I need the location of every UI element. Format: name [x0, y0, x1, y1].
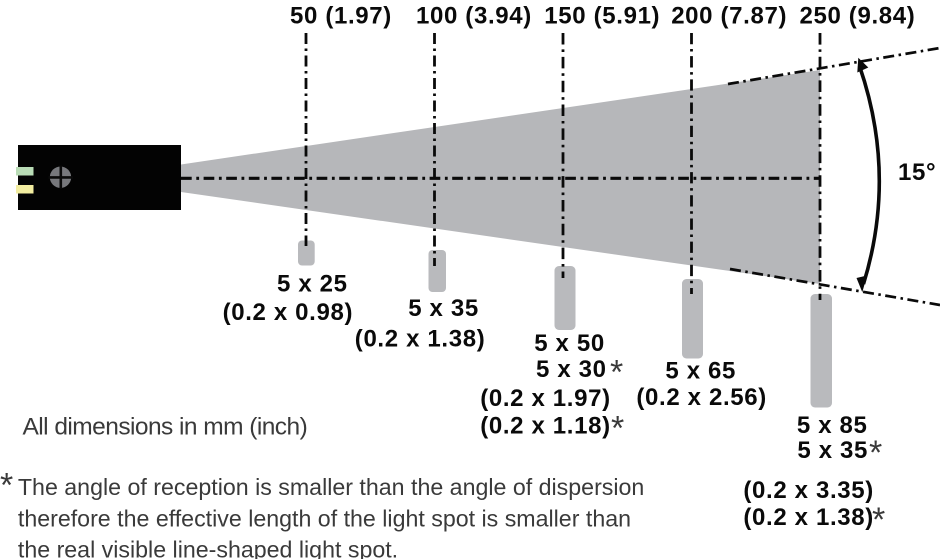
svg-text:5 x 25: 5 x 25 [277, 271, 348, 298]
svg-text:The angle of reception is smal: The angle of reception is smaller than t… [18, 474, 644, 500]
svg-text:(0.2 x 2.56): (0.2 x 2.56) [636, 384, 767, 411]
svg-text:*: * [0, 466, 13, 504]
svg-text:150 (5.91): 150 (5.91) [544, 2, 660, 29]
svg-text:5 x 65: 5 x 65 [665, 358, 736, 385]
svg-text:5 x 85: 5 x 85 [797, 412, 868, 439]
svg-text:*: * [610, 353, 623, 391]
svg-text:*: * [869, 434, 882, 472]
svg-text:5 x 35: 5 x 35 [408, 295, 479, 322]
svg-text:All dimensions in mm (inch): All dimensions in mm (inch) [23, 414, 308, 441]
svg-text:*: * [872, 501, 885, 539]
svg-text:5 x 50: 5 x 50 [534, 330, 605, 357]
svg-text:(0.2 x 3.35): (0.2 x 3.35) [743, 477, 874, 504]
svg-text:(0.2 x 1.97): (0.2 x 1.97) [480, 385, 611, 412]
svg-text:15°: 15° [898, 159, 936, 186]
svg-text:200 (7.87): 200 (7.87) [671, 2, 787, 29]
svg-text:*: * [611, 410, 624, 448]
svg-text:5 x 35: 5 x 35 [797, 437, 868, 464]
svg-text:50 (1.97): 50 (1.97) [290, 2, 392, 29]
svg-text:therefore the effective length: therefore the effective length of the li… [18, 505, 631, 531]
svg-text:(0.2 x 1.18): (0.2 x 1.18) [480, 412, 611, 439]
svg-text:250 (9.84): 250 (9.84) [800, 2, 916, 29]
svg-text:5 x 30: 5 x 30 [536, 356, 607, 383]
svg-text:the real visible line-shaped l: the real visible line-shaped light spot. [18, 537, 398, 559]
svg-text:(0.2 x 1.38): (0.2 x 1.38) [355, 326, 486, 353]
svg-text:(0.2 x 1.38): (0.2 x 1.38) [743, 504, 874, 531]
svg-text:100 (3.94): 100 (3.94) [416, 2, 532, 29]
svg-text:(0.2 x 0.98): (0.2 x 0.98) [223, 299, 354, 326]
